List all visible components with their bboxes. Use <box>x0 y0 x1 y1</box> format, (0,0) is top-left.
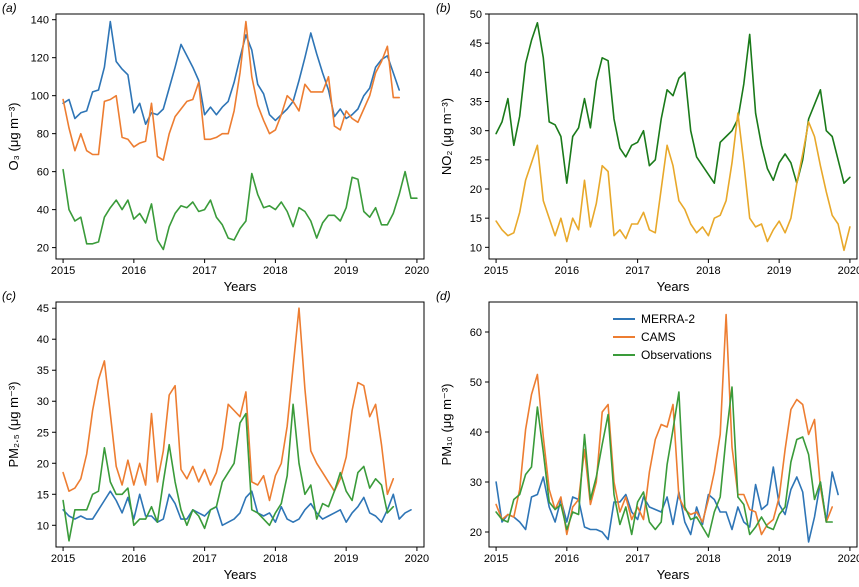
series-line-no2-series-a <box>495 21 851 184</box>
legend: MERRA-2 CAMS Observations <box>613 312 712 362</box>
x-axis-label: Years <box>224 279 257 294</box>
x-tick-label: 2017 <box>625 553 649 565</box>
series-line-cams <box>62 307 395 502</box>
x-tick-label: 2019 <box>767 553 791 565</box>
y-tick-label: 25 <box>37 427 49 439</box>
y-tick-label: 25 <box>470 155 482 167</box>
legend-label: MERRA-2 <box>641 312 695 326</box>
x-tick-label: 2020 <box>405 553 429 565</box>
y-tick-label: 10 <box>470 242 482 254</box>
y-tick-label: 80 <box>37 129 49 141</box>
y-axis-label: PM₁₀ (μg m⁻³) <box>439 384 454 466</box>
y-axis-label: NO₂ (μg m⁻³) <box>439 98 454 175</box>
panel-tag: (a) <box>2 1 17 15</box>
y-tick-label: 120 <box>31 53 49 65</box>
y-tick-label: 35 <box>470 97 482 109</box>
x-tick-label: 2020 <box>838 553 859 565</box>
panel-a: (a)2015 2016 2017 2018 2019 20202040608010012… <box>2 1 429 294</box>
x-tick-label: 2019 <box>334 553 358 565</box>
series-line-cams <box>62 20 401 161</box>
y-tick-label: 140 <box>31 15 49 27</box>
y-tick-label: 45 <box>37 303 49 315</box>
y-tick-label: 40 <box>37 334 49 346</box>
series-line-merra-2 <box>62 20 401 125</box>
x-tick-label: 2016 <box>122 553 146 565</box>
panel-tag: (c) <box>2 289 16 303</box>
legend-label: Observations <box>641 348 712 362</box>
x-tick-label: 2017 <box>625 265 649 277</box>
x-tick-label: 2018 <box>696 553 720 565</box>
y-tick-label: 30 <box>470 126 482 138</box>
y-tick-label: 45 <box>470 38 482 50</box>
panel-d: (d)2015201620172018201920202030405060Yea… <box>436 289 859 582</box>
y-tick-label: 50 <box>470 9 482 21</box>
x-tick-label: 2017 <box>192 553 216 565</box>
series-line-observations <box>495 386 834 538</box>
x-tick-label: 2020 <box>838 265 859 277</box>
y-tick-label: 40 <box>37 205 49 217</box>
y-tick-label: 15 <box>37 489 49 501</box>
x-axis-label: Years <box>657 567 690 582</box>
x-tick-label: 2018 <box>696 265 720 277</box>
series-line-observations <box>62 168 418 251</box>
x-tick-label: 2020 <box>405 265 429 277</box>
y-tick-label: 40 <box>470 427 482 439</box>
x-tick-label: 2016 <box>555 553 579 565</box>
y-tick-label: 15 <box>470 213 482 225</box>
x-tick-label: 2017 <box>192 265 216 277</box>
plot-frame <box>55 301 425 548</box>
y-tick-label: 60 <box>470 327 482 339</box>
x-tick-label: 2016 <box>555 265 579 277</box>
x-tick-label: 2015 <box>484 265 508 277</box>
x-axis-label: Years <box>224 567 257 582</box>
x-tick-label: 2018 <box>263 553 287 565</box>
x-axis-label: Years <box>657 279 690 294</box>
y-tick-label: 20 <box>37 458 49 470</box>
y-tick-label: 30 <box>37 396 49 408</box>
x-tick-label: 2015 <box>51 553 75 565</box>
y-tick-label: 20 <box>37 243 49 255</box>
x-tick-label: 2015 <box>484 553 508 565</box>
series-line-observations <box>62 403 395 542</box>
y-tick-label: 100 <box>31 91 49 103</box>
series-line-merra-2 <box>495 466 839 543</box>
plot-frame <box>488 13 858 260</box>
y-tick-label: 10 <box>37 520 49 532</box>
y-tick-label: 60 <box>37 167 49 179</box>
legend-label: CAMS <box>641 330 676 344</box>
y-tick-label: 20 <box>470 527 482 539</box>
series-line-no2-series-b <box>495 112 851 252</box>
panel-c: (c) 2015 2016 2017 2018 2019 2020 10 15 20 25 30 35 4… <box>2 289 429 582</box>
y-tick-label: 30 <box>470 477 482 489</box>
x-tick-label: 2019 <box>334 265 358 277</box>
plot-frame <box>55 13 425 260</box>
x-tick-label: 2018 <box>263 265 287 277</box>
y-tick-label: 20 <box>470 184 482 196</box>
x-tick-label: 2016 <box>122 265 146 277</box>
y-tick-label: 40 <box>470 67 482 79</box>
y-tick-label: 50 <box>470 377 482 389</box>
panel-tag: (b) <box>436 1 451 15</box>
y-axis-label: PM₂.₅ (μg m⁻³) <box>6 381 21 467</box>
x-tick-label: 2019 <box>767 265 791 277</box>
x-tick-label: 2015 <box>51 265 75 277</box>
y-tick-label: 35 <box>37 365 49 377</box>
y-axis-label: O₃ (μg m⁻³) <box>6 102 21 170</box>
series-line-merra-2 <box>62 490 412 527</box>
plot-frame <box>488 301 858 548</box>
panel-tag: (d) <box>436 289 451 303</box>
panel-b: (b) 2015 2016 2017 2018 2019 2020 10 15 20 25 30 35 4… <box>436 1 859 294</box>
series-line-cams <box>495 313 834 536</box>
